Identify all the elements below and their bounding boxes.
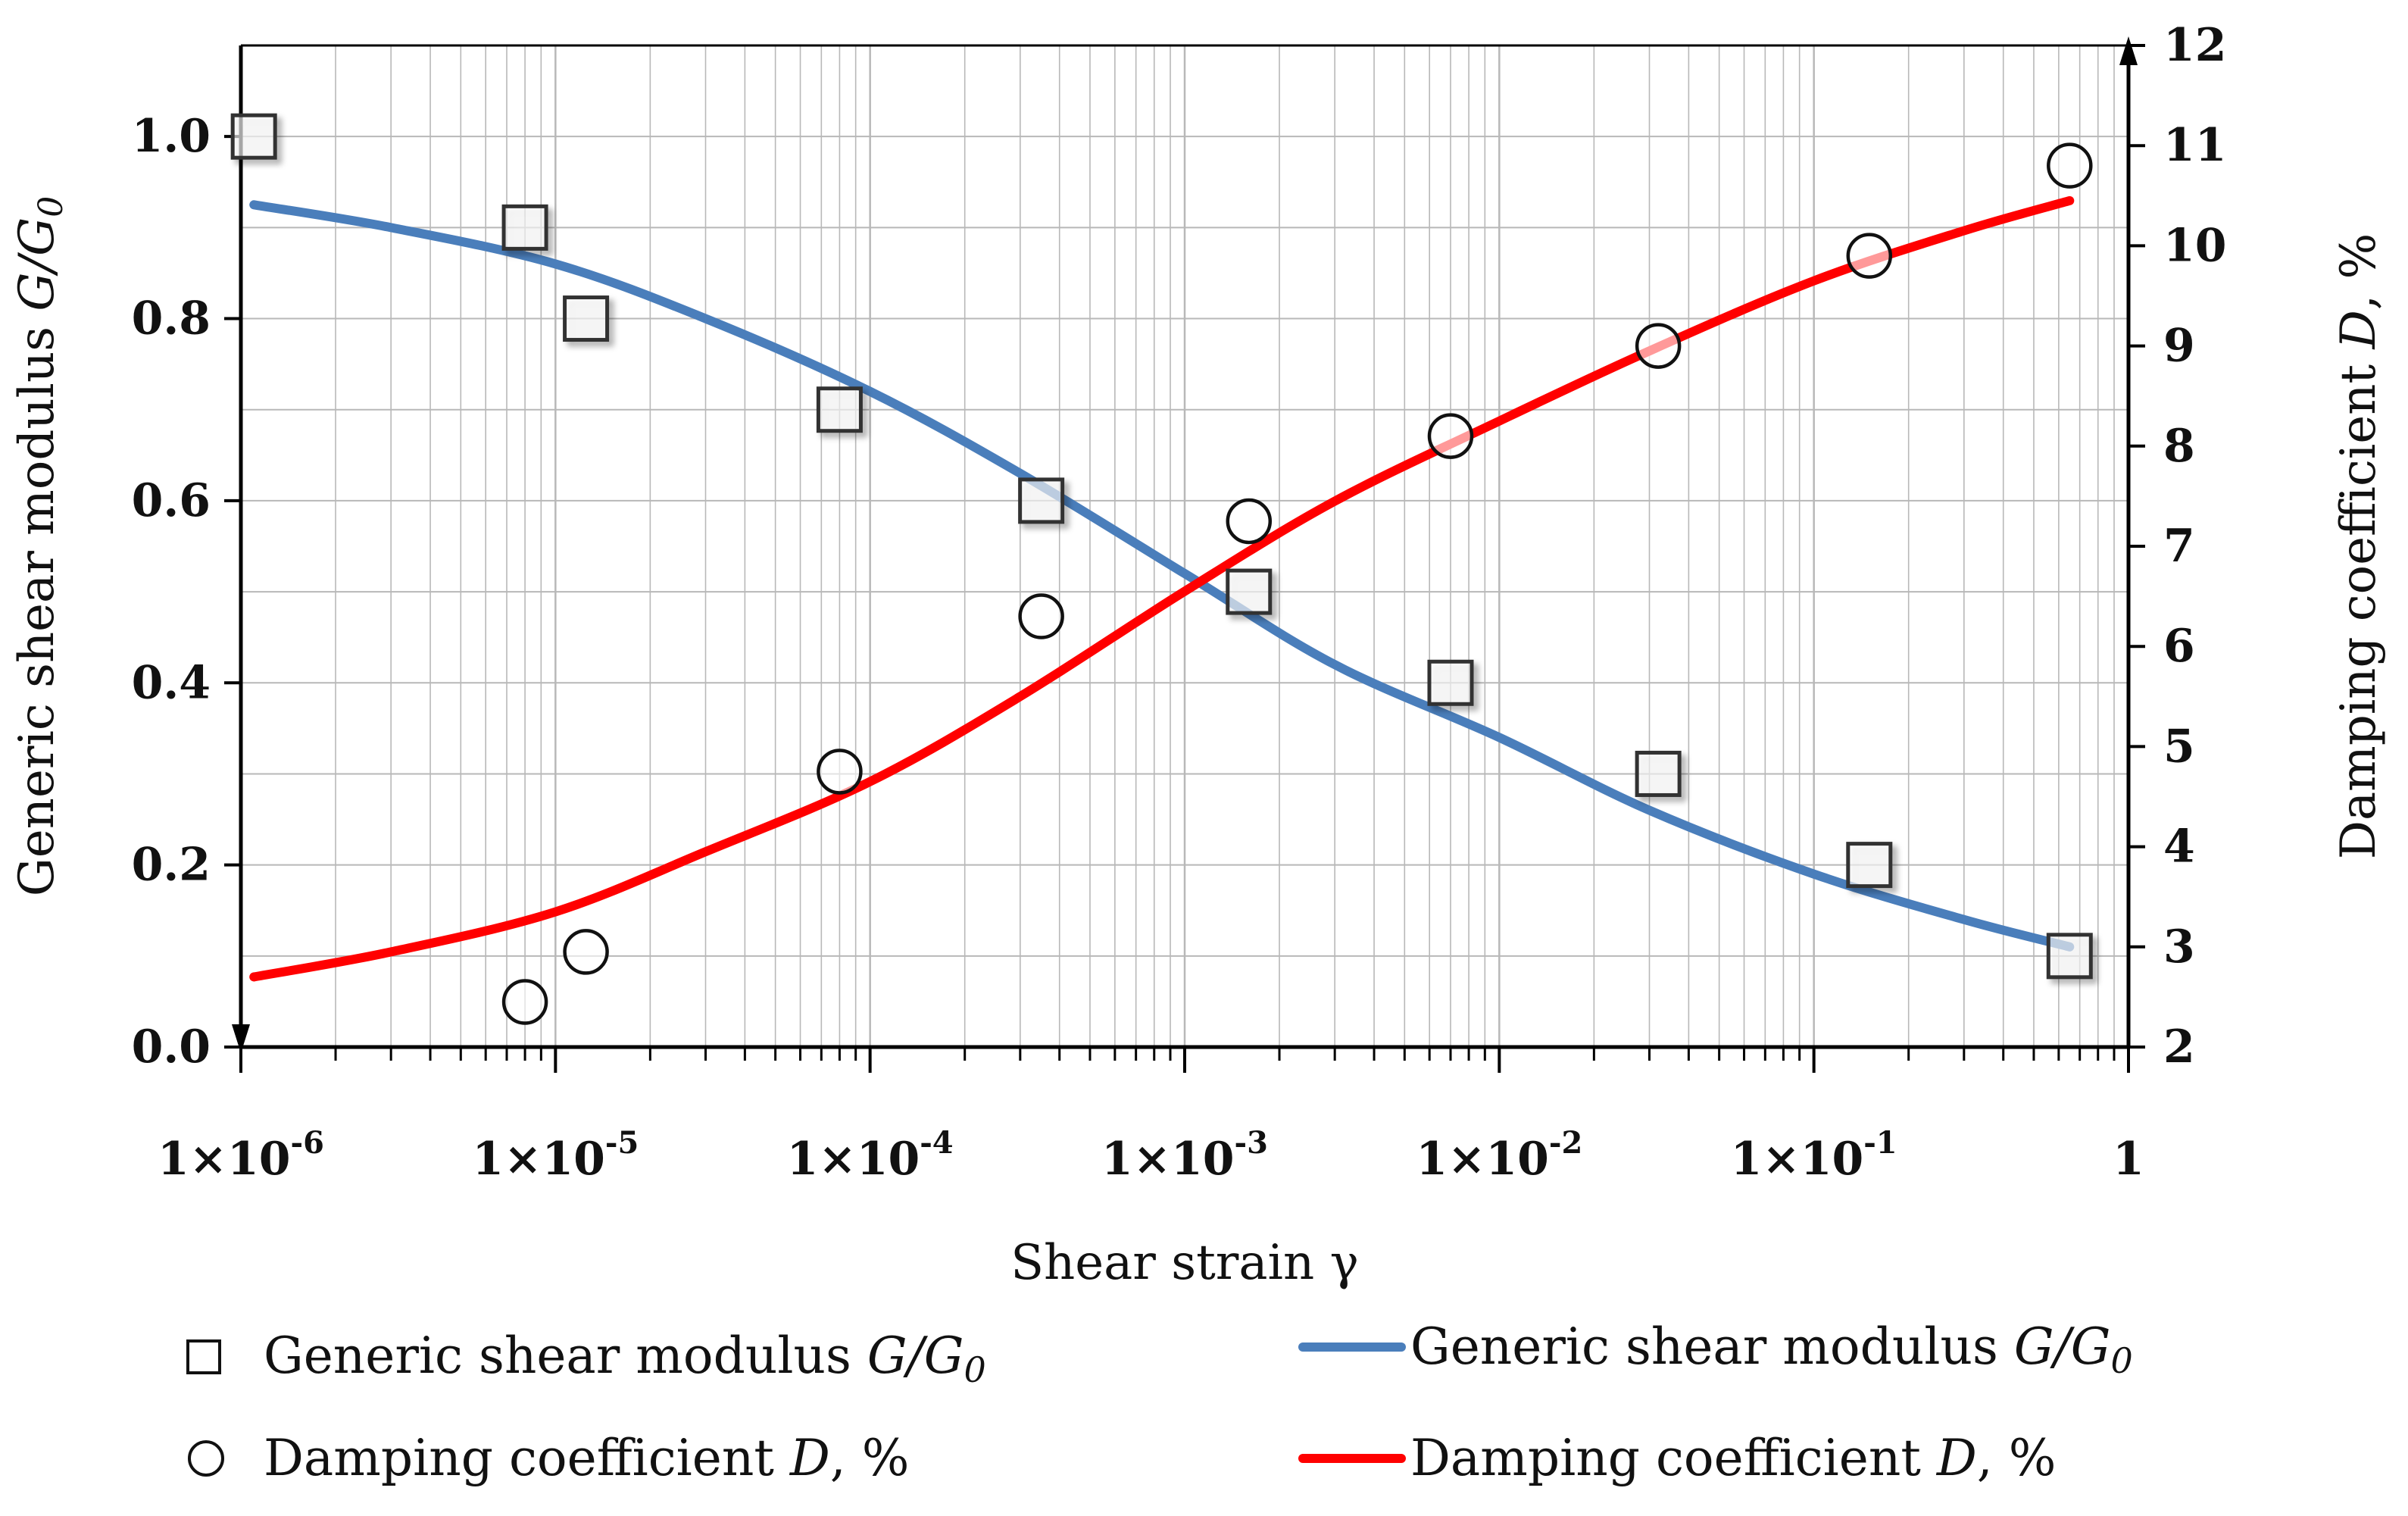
shear-modulus-point <box>1018 477 1065 524</box>
shear-modulus-point <box>563 295 610 342</box>
right-axis-arrow <box>2119 36 2138 65</box>
curves <box>249 195 2075 982</box>
x-tick-label: 1×10-5 <box>472 1125 639 1186</box>
left-axis-arrow <box>232 1024 250 1053</box>
right-tick-label: 7 <box>2163 520 2195 573</box>
left-tick-label: 0.8 <box>132 292 211 345</box>
shear-modulus-point <box>1635 750 1682 797</box>
right-tick-label: 11 <box>2163 119 2227 172</box>
legend-label: Generic shear modulus G/G0 <box>264 1327 986 1390</box>
damping-point <box>2047 142 2093 189</box>
left-tick-label: 1.0 <box>132 110 211 163</box>
x-axis-title: Shear strain γ <box>1010 1235 1359 1291</box>
right-tick-label: 12 <box>2163 19 2227 72</box>
right-tick-label: 10 <box>2163 219 2227 272</box>
right-tick-label: 4 <box>2163 821 2195 874</box>
markers <box>230 113 2093 1025</box>
damping-point <box>1427 413 1474 459</box>
damping-point <box>817 749 863 795</box>
x-tick-label: 1×10-2 <box>1416 1125 1582 1186</box>
damping-point <box>563 929 609 975</box>
shear-modulus-point <box>230 113 277 160</box>
legend: Generic shear modulus G/G0 Generic shear … <box>186 1318 2133 1487</box>
shear-modulus-point <box>1427 659 1474 706</box>
shear-modulus-point <box>501 204 548 251</box>
damping-point <box>1226 498 1273 545</box>
damping-point <box>1018 593 1064 639</box>
left-tick-label: 0.0 <box>132 1021 211 1074</box>
legend-label: Damping coefficient D, % <box>264 1429 909 1487</box>
shear-modulus-point <box>1226 568 1273 615</box>
legend-square-icon <box>186 1339 221 1374</box>
x-tick-label: 1×10-1 <box>1731 1125 1897 1186</box>
shear-modulus-curve <box>249 200 2075 952</box>
legend-circle-icon <box>188 1440 224 1477</box>
axis-labels: 0.0 0.2 0.4 0.6 0.8 1.0 2 3 4 5 6 7 8 9 10 11 12 1×10-6 1×… <box>9 19 2387 1291</box>
x-tick-label: 1×10-3 <box>1101 1125 1268 1186</box>
legend-label: Generic shear modulus G/G0 <box>1410 1318 2133 1381</box>
right-tick-label: 9 <box>2163 320 2195 373</box>
right-tick-label: 8 <box>2163 420 2195 473</box>
legend-label: Damping coefficient D, % <box>1410 1429 2056 1487</box>
axes <box>224 36 2145 1073</box>
left-axis-title: Generic shear modulus G/G0 <box>9 196 70 896</box>
right-tick-label: 5 <box>2163 720 2195 773</box>
right-tick-label: 3 <box>2163 921 2195 974</box>
x-tick-label: 1 <box>2113 1133 2144 1186</box>
damping-point <box>501 979 548 1025</box>
x-tick-label: 1×10-4 <box>787 1125 954 1186</box>
damping-point <box>1846 233 1893 279</box>
right-tick-label: 6 <box>2163 620 2195 673</box>
right-tick-label: 2 <box>2163 1021 2195 1074</box>
right-axis-title: Damping coefficient D, % <box>2331 233 2387 860</box>
shear-modulus-point <box>2046 933 2093 980</box>
grid <box>239 45 2128 1047</box>
shear-modulus-point <box>816 386 863 433</box>
damping-point <box>1635 323 1682 369</box>
left-tick-label: 0.2 <box>132 839 211 892</box>
left-tick-label: 0.6 <box>132 474 211 527</box>
left-tick-label: 0.4 <box>132 656 211 709</box>
shear-modulus-point <box>1846 842 1893 889</box>
x-tick-label: 1×10-6 <box>158 1125 324 1186</box>
damping-curve <box>249 195 2075 982</box>
